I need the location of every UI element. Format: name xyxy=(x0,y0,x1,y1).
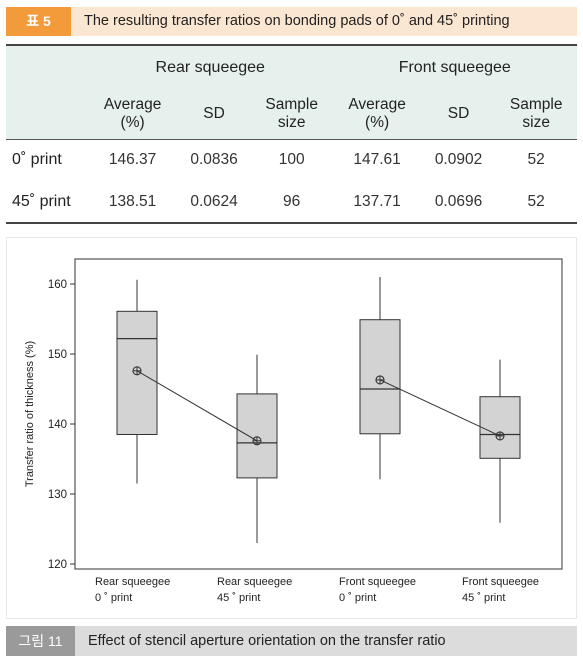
y-tick-label: 160 xyxy=(48,279,67,291)
table-caption: 표 5 The resulting transfer ratios on bon… xyxy=(6,7,577,36)
x-category-labels: Rear squeegee 0 ˚ print Rear squeegee 45 ˚ … xyxy=(95,576,539,604)
y-axis-label: Transfer ratio of thickness (%) xyxy=(24,341,36,487)
x-category-label: Front squeegee xyxy=(462,576,539,588)
box-4 xyxy=(479,359,521,523)
x-category-label: 0 ˚ print xyxy=(339,592,376,604)
y-tick-label: 140 xyxy=(48,419,67,431)
mean-markers xyxy=(132,366,505,446)
table-row: 0˚ print 146.37 0.0836 100 147.61 0.0902… xyxy=(6,139,577,181)
figure-caption-title: Effect of stencil aperture orientation o… xyxy=(88,633,446,649)
table-row: 45˚ print 138.51 0.0624 96 137.71 0.0696… xyxy=(6,181,577,223)
mean-connect-line xyxy=(379,379,501,437)
x-category-label: Front squeegee xyxy=(339,576,416,588)
figure-caption-tag: 그림 11 xyxy=(6,626,75,656)
subheader-front-sample-size: Sample size xyxy=(509,95,563,131)
subheader-front-sd: SD xyxy=(447,104,470,122)
table-cell: 146.37 xyxy=(108,151,157,169)
table-subheader-row: Average (%) SD Sample size Average (%) SD S… xyxy=(6,89,577,139)
y-tick-label: 150 xyxy=(48,349,67,361)
table-caption-tag: 표 5 xyxy=(6,7,71,36)
table-corner-cell xyxy=(6,89,88,139)
mean-connect-line xyxy=(136,370,258,442)
y-tick-label: 130 xyxy=(48,489,67,501)
table-cell: 52 xyxy=(527,192,545,210)
table-cell: 96 xyxy=(283,192,301,210)
row-label: 0˚ print xyxy=(12,151,62,169)
group-header-front: Front squeegee xyxy=(398,58,511,76)
x-category-label: Rear squeegee xyxy=(95,576,170,588)
table-cell: 52 xyxy=(527,151,545,169)
box-2 xyxy=(236,354,278,543)
mean-marker xyxy=(495,431,505,441)
x-category-label: Rear squeegee xyxy=(217,576,292,588)
table-cell: 138.51 xyxy=(108,192,157,210)
table-group-header-row: Rear squeegee Front squeegee xyxy=(6,45,577,89)
table-corner-cell xyxy=(6,45,88,89)
subheader-rear-sd: SD xyxy=(203,104,225,122)
x-category-label: 0 ˚ print xyxy=(95,592,132,604)
mean-marker xyxy=(132,366,142,376)
table-cell: 147.61 xyxy=(353,151,401,169)
figure-caption: 그림 11 Effect of stencil aperture orienta… xyxy=(6,626,577,656)
subheader-front-average: Average (%) xyxy=(348,95,406,131)
mean-marker xyxy=(375,375,385,385)
row-label: 45˚ print xyxy=(12,192,71,210)
x-category-label: 45 ˚ print xyxy=(217,592,260,604)
table-cell: 0.0624 xyxy=(190,192,238,210)
table-cell: 0.0836 xyxy=(190,151,238,169)
iqr-box xyxy=(236,393,278,479)
results-table: Rear squeegee Front squeegee Average (%) … xyxy=(6,44,577,224)
y-tick-label: 120 xyxy=(48,559,67,571)
y-axis: 120 130 140 150 160 xyxy=(48,279,75,571)
table-cell: 100 xyxy=(278,151,305,169)
table-caption-title: The resulting transfer ratios on bonding… xyxy=(84,13,510,29)
table-cell: 137.71 xyxy=(353,192,401,210)
iqr-box xyxy=(479,396,521,459)
boxplot-figure: 120 130 140 150 160 Rear squeegee 0 ˚ print Re… xyxy=(6,237,577,619)
subheader-rear-sample-size: Sample size xyxy=(265,95,318,131)
table-cell: 0.0696 xyxy=(434,192,483,210)
x-category-label: 45 ˚ print xyxy=(462,592,505,604)
table-cell: 0.0902 xyxy=(434,151,483,169)
mean-marker xyxy=(252,436,262,446)
subheader-rear-average: Average (%) xyxy=(103,95,162,131)
mean-connect-lines xyxy=(136,370,501,442)
group-header-rear: Rear squeegee xyxy=(155,58,265,76)
